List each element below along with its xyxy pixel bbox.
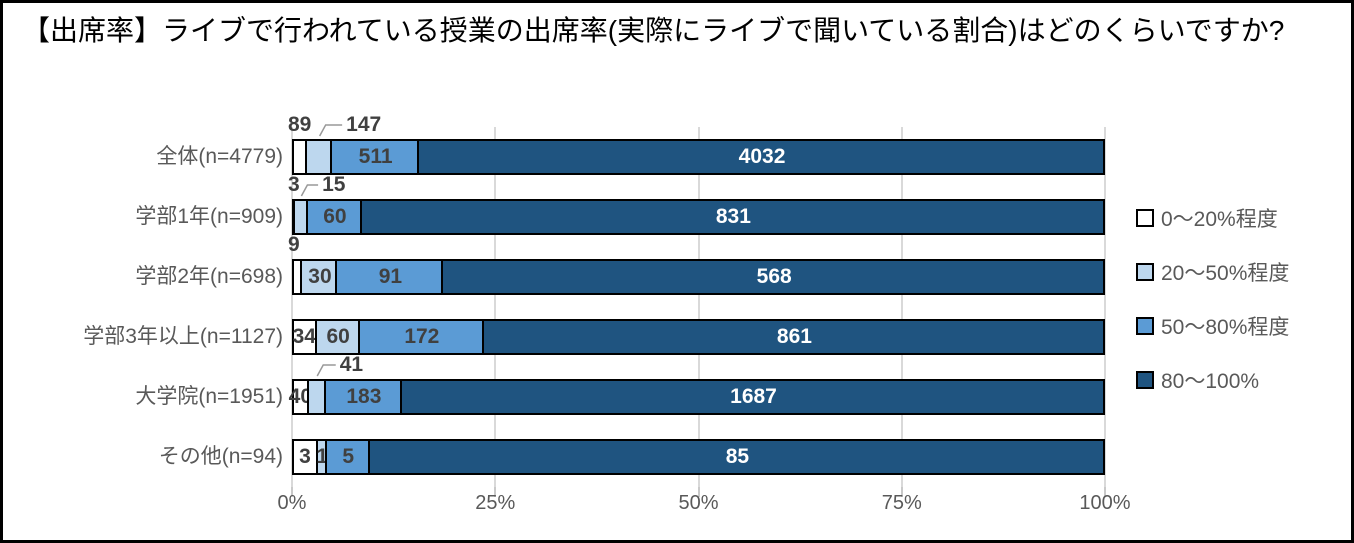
category-label: 大学院(n=1951) — [135, 385, 283, 408]
category-label: 学部3年以上(n=1127) — [83, 325, 283, 348]
data-label: 5 — [342, 445, 355, 468]
data-label: 40 — [288, 385, 313, 408]
legend-item: 0〜20%程度 — [1136, 204, 1278, 232]
bar-row: 34 60 172 861 — [292, 319, 1105, 355]
x-axis-label: 50% — [678, 492, 719, 514]
data-label: 60 — [326, 325, 350, 348]
category-label: 学部2年(n=698) — [135, 265, 283, 288]
data-label: 4032 — [738, 145, 786, 168]
data-label: 568 — [756, 265, 792, 288]
bar-segment — [324, 439, 370, 475]
x-axis-label: 75% — [881, 492, 922, 514]
data-label: 60 — [323, 205, 347, 228]
category-label: 学部1年(n=909) — [135, 205, 283, 228]
legend-label: 50〜80%程度 — [1161, 316, 1290, 339]
bar-row: 60 831 — [292, 199, 1105, 235]
bar-segment — [367, 439, 1105, 475]
legend-swatch — [1136, 317, 1154, 335]
legend-label: 0〜20%程度 — [1161, 208, 1278, 231]
category-label: その他(n=94) — [158, 445, 283, 468]
axis-tick — [291, 487, 293, 497]
axis-tick — [494, 487, 497, 497]
legend-item: 20〜50%程度 — [1136, 258, 1289, 286]
gridline — [494, 127, 497, 487]
bar-segment — [441, 259, 1105, 295]
x-axis-label: 100% — [1079, 492, 1131, 514]
gridline — [900, 127, 903, 487]
x-axis-label: 0% — [277, 492, 307, 514]
legend-label: 20〜50%程度 — [1161, 262, 1290, 285]
gridline — [1104, 127, 1106, 487]
legend-swatch — [1136, 371, 1154, 389]
data-label: 85 — [725, 445, 750, 468]
data-label: 183 — [346, 385, 382, 408]
legend-swatch — [1136, 209, 1154, 227]
legend-swatch — [1136, 263, 1154, 281]
bar-segment — [417, 139, 1105, 175]
bar-segment — [292, 439, 318, 475]
data-label: 861 — [776, 325, 812, 348]
chart-title: 【出席率】ライブで行われている授業の出席率(実際にライブで聞いている割合)はどの… — [22, 15, 1285, 46]
gridline — [291, 127, 293, 487]
axis-tick — [1104, 487, 1106, 497]
data-label: 172 — [404, 325, 440, 348]
data-label: 89 — [288, 113, 312, 136]
data-label: 3 — [299, 445, 311, 468]
x-axis-label: 25% — [475, 492, 516, 514]
data-label: 91 — [378, 265, 403, 288]
data-label: 831 — [715, 205, 751, 228]
bar-segment — [359, 199, 1105, 235]
data-label: 30 — [308, 265, 332, 288]
axis-tick — [697, 487, 700, 497]
data-label: 511 — [358, 145, 393, 168]
bar-segment — [305, 139, 333, 175]
data-label: 1687 — [730, 385, 777, 408]
data-label: 41 — [339, 353, 364, 376]
bar-segment — [400, 379, 1105, 415]
data-label: 1 — [316, 445, 329, 468]
bar-segment — [481, 319, 1105, 355]
bar-row: 30 91 568 — [292, 259, 1105, 295]
bar-row: 511 4032 — [292, 139, 1105, 175]
bar-row: 3 1 5 85 — [292, 439, 1105, 475]
data-label: 15 — [322, 173, 346, 196]
legend-item: 80〜100% — [1136, 366, 1259, 394]
gridline — [697, 127, 700, 487]
axis-tick — [900, 487, 903, 497]
data-label: 9 — [288, 233, 300, 256]
legend-item: 50〜80%程度 — [1136, 312, 1289, 340]
category-label: 全体(n=4779) — [156, 145, 283, 168]
data-label: 147 — [346, 113, 382, 136]
bar-row: 40 183 1687 — [288, 379, 1105, 415]
data-label: 34 — [292, 325, 316, 348]
legend-label: 80〜100% — [1161, 370, 1260, 393]
data-label: 3 — [288, 173, 300, 196]
bar-segment — [357, 319, 484, 355]
